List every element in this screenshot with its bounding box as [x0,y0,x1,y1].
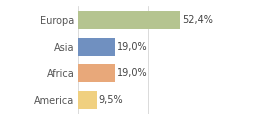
Text: 19,0%: 19,0% [117,68,148,78]
Bar [78,64,115,82]
Bar [78,11,180,29]
Text: 19,0%: 19,0% [117,42,148,52]
Text: 9,5%: 9,5% [99,95,123,105]
Bar [78,91,97,109]
Bar [78,38,115,56]
Text: 52,4%: 52,4% [182,15,213,25]
